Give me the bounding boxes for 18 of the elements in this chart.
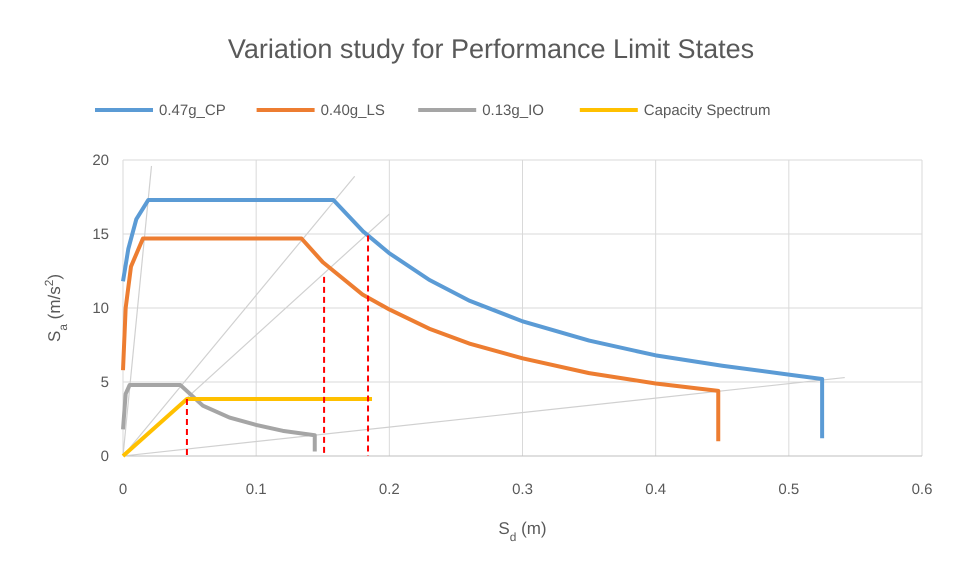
y-tick-label: 5	[100, 374, 109, 391]
legend-label: Capacity Spectrum	[644, 102, 771, 119]
y-tick-label: 0	[100, 448, 109, 465]
y-tick-label: 20	[92, 152, 109, 169]
x-tick-label: 0.5	[778, 481, 800, 498]
chart-title: Variation study for Performance Limit States	[228, 34, 754, 64]
legend-label: 0.13g_IO	[482, 102, 544, 119]
x-tick-label: 0.4	[645, 481, 666, 498]
legend-label: 0.47g_CP	[159, 102, 226, 119]
legend-label: 0.40g_LS	[320, 102, 385, 119]
y-tick-label: 10	[92, 300, 109, 317]
x-tick-label: 0.1	[246, 481, 267, 498]
x-tick-label: 0	[118, 481, 128, 498]
x-axis-title: S$_{d}$ (m)	[498, 519, 547, 544]
x-tick-label: 0.2	[378, 481, 400, 498]
x-tick-label: 0.6	[912, 481, 932, 498]
y-tick-label: 15	[92, 226, 109, 243]
x-tick-label: 0.3	[512, 481, 533, 498]
